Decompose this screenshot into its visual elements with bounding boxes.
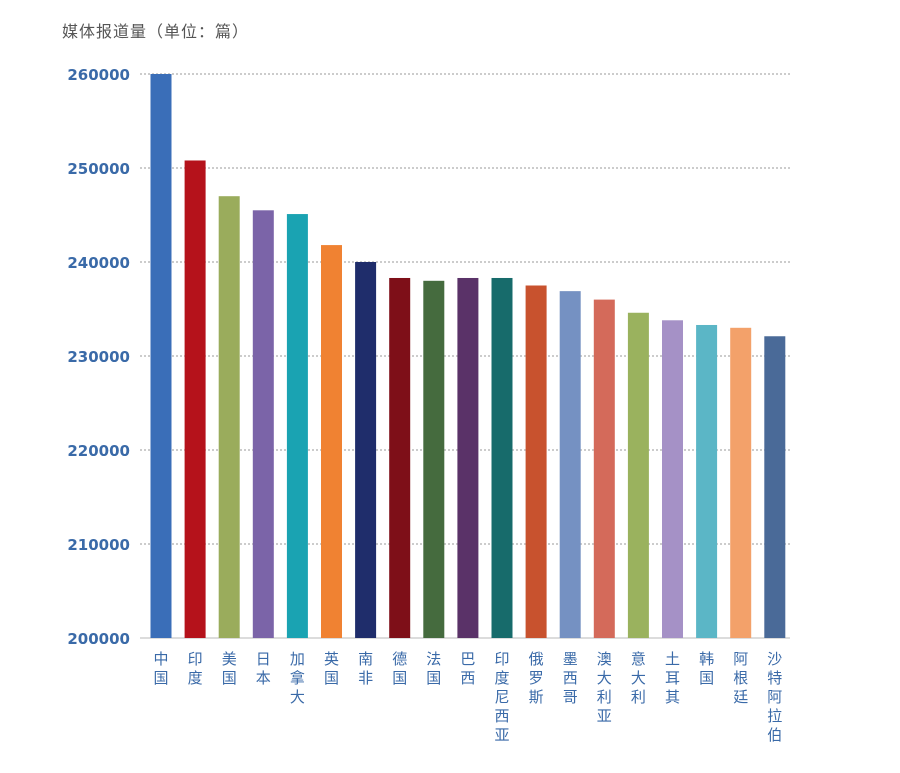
bar — [593, 299, 615, 638]
x-tick-label: 日本 — [256, 650, 271, 687]
bar — [696, 324, 718, 638]
x-tick-label: 南非 — [358, 650, 373, 687]
y-tick-label: 230000 — [67, 348, 130, 366]
y-axis-label: 媒体报道量（单位：篇） — [62, 22, 250, 41]
x-tick-label: 墨西哥 — [563, 650, 578, 706]
x-tick-label: 韩国 — [699, 650, 714, 687]
bar — [184, 160, 206, 639]
bar — [218, 196, 240, 638]
bar — [355, 262, 377, 638]
y-tick-label: 200000 — [67, 630, 130, 648]
x-tick-label: 中国 — [153, 650, 168, 687]
bar — [662, 320, 683, 638]
x-tick-label: 澳大利亚 — [597, 650, 612, 725]
bar — [525, 285, 547, 638]
x-tick-label: 印度尼西亚 — [494, 650, 509, 744]
bar — [764, 336, 786, 638]
x-tick-label: 英国 — [324, 650, 339, 687]
bar — [389, 277, 411, 638]
y-tick-label: 210000 — [67, 536, 130, 554]
x-tick-label: 沙特阿拉伯 — [767, 650, 782, 744]
x-tick-label: 德国 — [392, 650, 407, 687]
x-tick-label: 意大利 — [631, 650, 646, 706]
bar — [559, 291, 581, 638]
y-tick-label: 240000 — [67, 254, 130, 272]
x-tick-label: 俄罗斯 — [529, 650, 544, 706]
bar — [730, 327, 752, 638]
x-tick-label: 美国 — [222, 650, 237, 687]
bar — [423, 280, 445, 638]
bar — [150, 74, 172, 638]
bar — [321, 245, 342, 638]
x-tick-label: 印度 — [188, 650, 203, 687]
x-tick-label: 法国 — [426, 650, 441, 687]
bar — [491, 277, 513, 638]
x-tick-label: 加拿大 — [290, 650, 305, 706]
x-tick-label: 土耳其 — [665, 650, 680, 706]
x-tick-label: 巴西 — [460, 650, 475, 687]
bar — [627, 312, 649, 638]
bar — [252, 210, 274, 639]
y-tick-label: 250000 — [67, 160, 130, 178]
bar — [286, 214, 308, 638]
bar — [457, 277, 479, 638]
y-tick-label: 220000 — [67, 442, 130, 460]
x-tick-label: 阿根廷 — [733, 650, 748, 706]
y-tick-label: 260000 — [67, 66, 130, 84]
